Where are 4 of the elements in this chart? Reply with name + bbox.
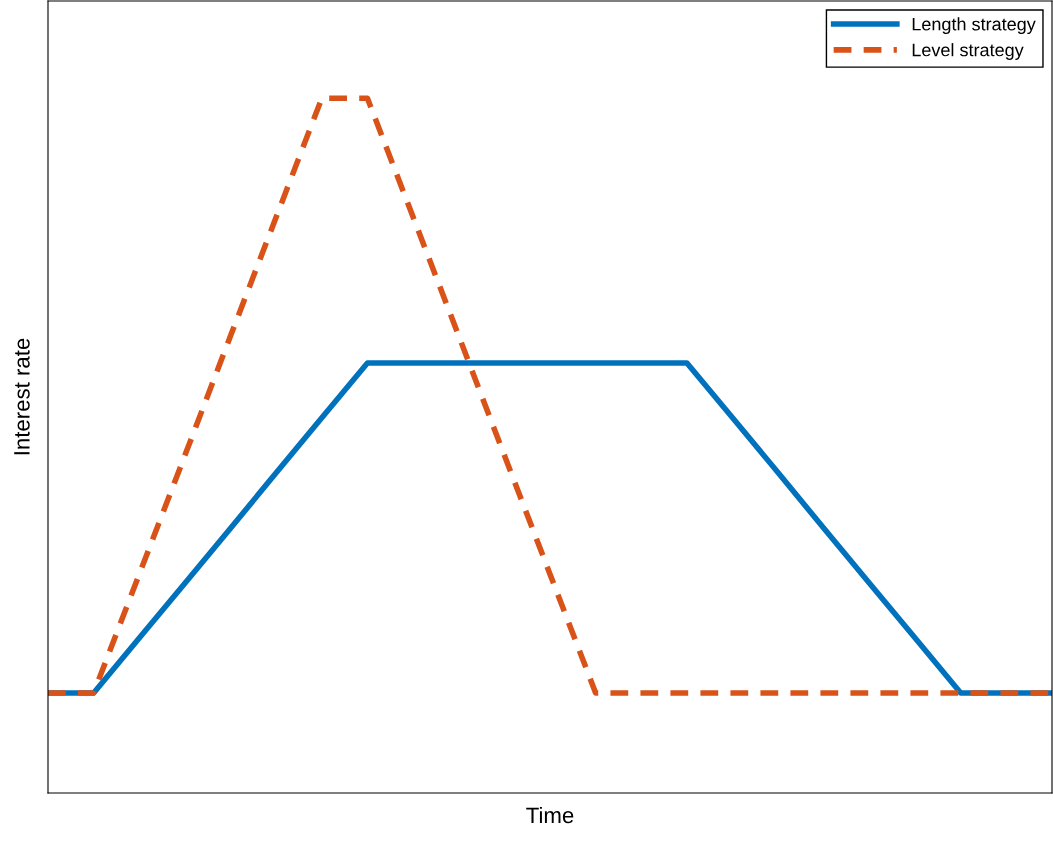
legend-label: Length strategy xyxy=(912,17,1036,35)
legend-label: Level strategy xyxy=(912,43,1024,60)
x-axis-title: Time xyxy=(526,806,574,824)
y-axis-title: Interest rate xyxy=(14,338,30,455)
